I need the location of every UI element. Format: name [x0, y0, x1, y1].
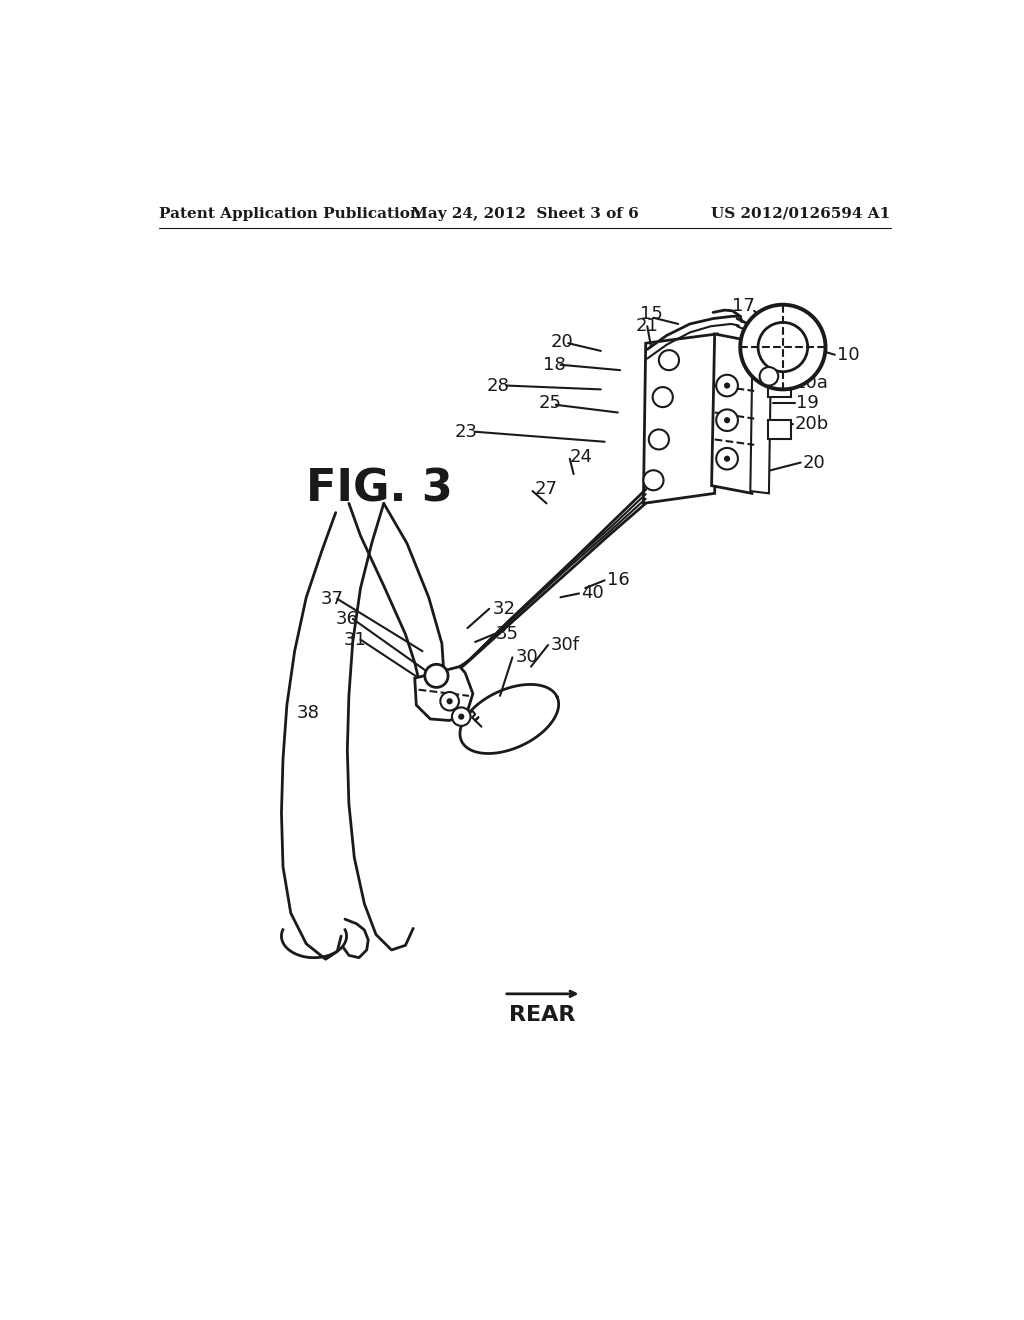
Polygon shape — [768, 374, 791, 397]
Polygon shape — [415, 667, 473, 721]
Text: 20a: 20a — [795, 375, 828, 392]
Circle shape — [716, 409, 738, 430]
Circle shape — [658, 350, 679, 370]
Circle shape — [760, 367, 778, 385]
Text: 21: 21 — [636, 317, 658, 335]
Polygon shape — [712, 334, 755, 494]
Circle shape — [724, 383, 730, 388]
Text: 24: 24 — [569, 449, 593, 466]
Circle shape — [716, 447, 738, 470]
Text: REAR: REAR — [509, 1006, 575, 1026]
Circle shape — [440, 692, 459, 710]
Circle shape — [716, 375, 738, 396]
Text: 16: 16 — [607, 572, 630, 589]
Circle shape — [446, 698, 453, 705]
Text: 31: 31 — [343, 631, 367, 648]
Text: 20: 20 — [550, 333, 573, 351]
Circle shape — [652, 387, 673, 407]
Circle shape — [452, 708, 471, 726]
Circle shape — [649, 429, 669, 449]
Text: 25: 25 — [539, 395, 562, 412]
Text: 37: 37 — [321, 590, 343, 607]
Circle shape — [724, 455, 730, 462]
Circle shape — [758, 322, 808, 372]
Circle shape — [643, 470, 664, 490]
Text: 28: 28 — [486, 376, 510, 395]
Text: 38: 38 — [297, 704, 319, 722]
Text: 30f: 30f — [550, 636, 580, 653]
Text: 20: 20 — [802, 454, 825, 471]
Text: FIG. 3: FIG. 3 — [306, 469, 453, 511]
Text: 27: 27 — [535, 480, 558, 499]
Text: 17: 17 — [732, 297, 756, 315]
Circle shape — [425, 664, 449, 688]
Circle shape — [458, 714, 464, 719]
Text: 20b: 20b — [795, 414, 828, 433]
Polygon shape — [643, 334, 717, 503]
Text: 36: 36 — [336, 610, 358, 628]
Text: Patent Application Publication: Patent Application Publication — [159, 207, 421, 220]
Polygon shape — [751, 339, 771, 494]
Circle shape — [740, 305, 825, 389]
Text: 10: 10 — [838, 346, 860, 364]
Text: May 24, 2012  Sheet 3 of 6: May 24, 2012 Sheet 3 of 6 — [411, 207, 639, 220]
Text: 40: 40 — [582, 585, 604, 602]
Circle shape — [724, 417, 730, 424]
Text: 23: 23 — [455, 422, 478, 441]
Text: 32: 32 — [493, 599, 515, 618]
Text: 35: 35 — [496, 626, 519, 643]
Text: 19: 19 — [796, 395, 819, 412]
Text: 18: 18 — [543, 356, 565, 374]
Text: 30: 30 — [515, 648, 539, 667]
Polygon shape — [768, 420, 791, 440]
Text: 15: 15 — [640, 305, 663, 323]
Text: US 2012/0126594 A1: US 2012/0126594 A1 — [712, 207, 891, 220]
